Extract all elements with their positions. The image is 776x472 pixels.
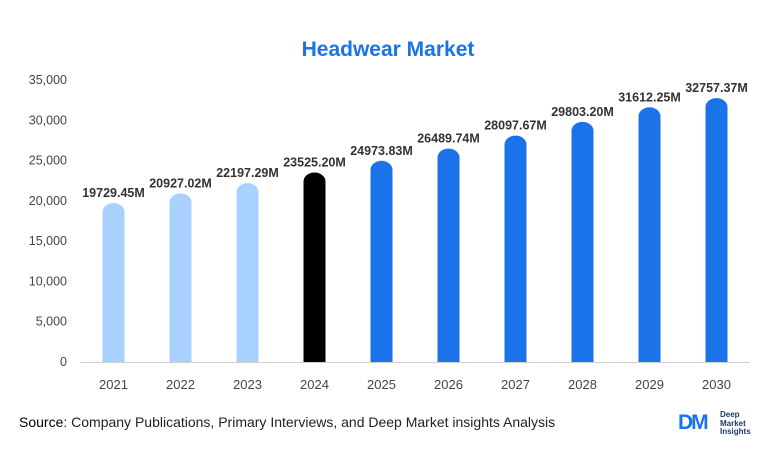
logo-wordmark: Deep Market Insights [720,410,751,437]
x-tick-label: 2022 [166,377,195,392]
data-label: 24973.83M [350,144,413,158]
bar-body-2028 [571,131,594,362]
bar-body-2021 [102,213,125,362]
x-tick-label: 2029 [635,377,664,392]
x-axis: 2021 2022 2023 2024 2025 2026 2027 2028 2029 2030 [80,362,750,392]
data-label: 26489.74M [417,132,480,146]
x-tick-label: 2023 [233,377,262,392]
bar-body-2027 [504,145,527,362]
y-tick-label: 5,000 [36,315,67,329]
y-tick-label: 10,000 [29,274,67,288]
y-tick-label: 20,000 [29,194,67,208]
logo-line-3: Insights [720,427,751,436]
x-tick-label: 2026 [434,377,463,392]
bars [102,98,728,363]
data-label: 19729.45M [82,186,145,200]
bar-body-2029 [638,117,661,362]
source-label: Source [19,414,64,430]
source-note: Source: Company Publications, Primary In… [19,414,555,430]
x-tick-label: 2024 [300,377,329,392]
bar-body-2022 [169,203,192,362]
bar-body-2024 [303,182,326,362]
x-tick-label: 2021 [99,377,128,392]
data-label: 28097.67M [484,119,547,133]
y-tick-label: 0 [60,355,67,369]
y-tick-label: 15,000 [29,234,67,248]
data-labels: 19729.45M 20927.02M 22197.29M 23525.20M 2497… [82,81,748,200]
bar-body-2023 [236,193,259,362]
x-tick-label: 2028 [568,377,597,392]
data-label: 22197.29M [216,166,279,180]
data-label: 29803.20M [551,105,614,119]
logo-line-1: Deep [720,410,740,419]
bar-body-2025 [370,170,393,362]
y-axis: 0 5,000 10,000 15,000 20,000 25,000 30,000 35,0… [29,73,67,369]
logo-mark: DM [678,411,709,434]
data-label: 31612.25M [618,90,681,104]
bar-body-2030 [705,108,728,363]
y-tick-label: 35,000 [29,73,67,87]
y-tick-label: 25,000 [29,154,67,168]
data-label: 32757.37M [685,81,748,95]
source-text: : Company Publications, Primary Intervie… [63,414,556,430]
y-tick-label: 30,000 [29,113,67,127]
x-tick-label: 2025 [367,377,396,392]
logo-line-2: Market [720,418,746,428]
chart-title: Headwear Market [301,38,475,61]
data-label: 20927.02M [149,176,212,190]
x-tick-label: 2027 [501,377,530,392]
bar-body-2026 [437,158,460,362]
company-logo: DM Deep Market Insights [678,410,768,438]
bar-chart: 0 5,000 10,000 15,000 20,000 25,000 30,000 35,0… [29,73,750,392]
data-label: 23525.20M [283,155,346,169]
x-tick-label: 2030 [702,377,731,392]
